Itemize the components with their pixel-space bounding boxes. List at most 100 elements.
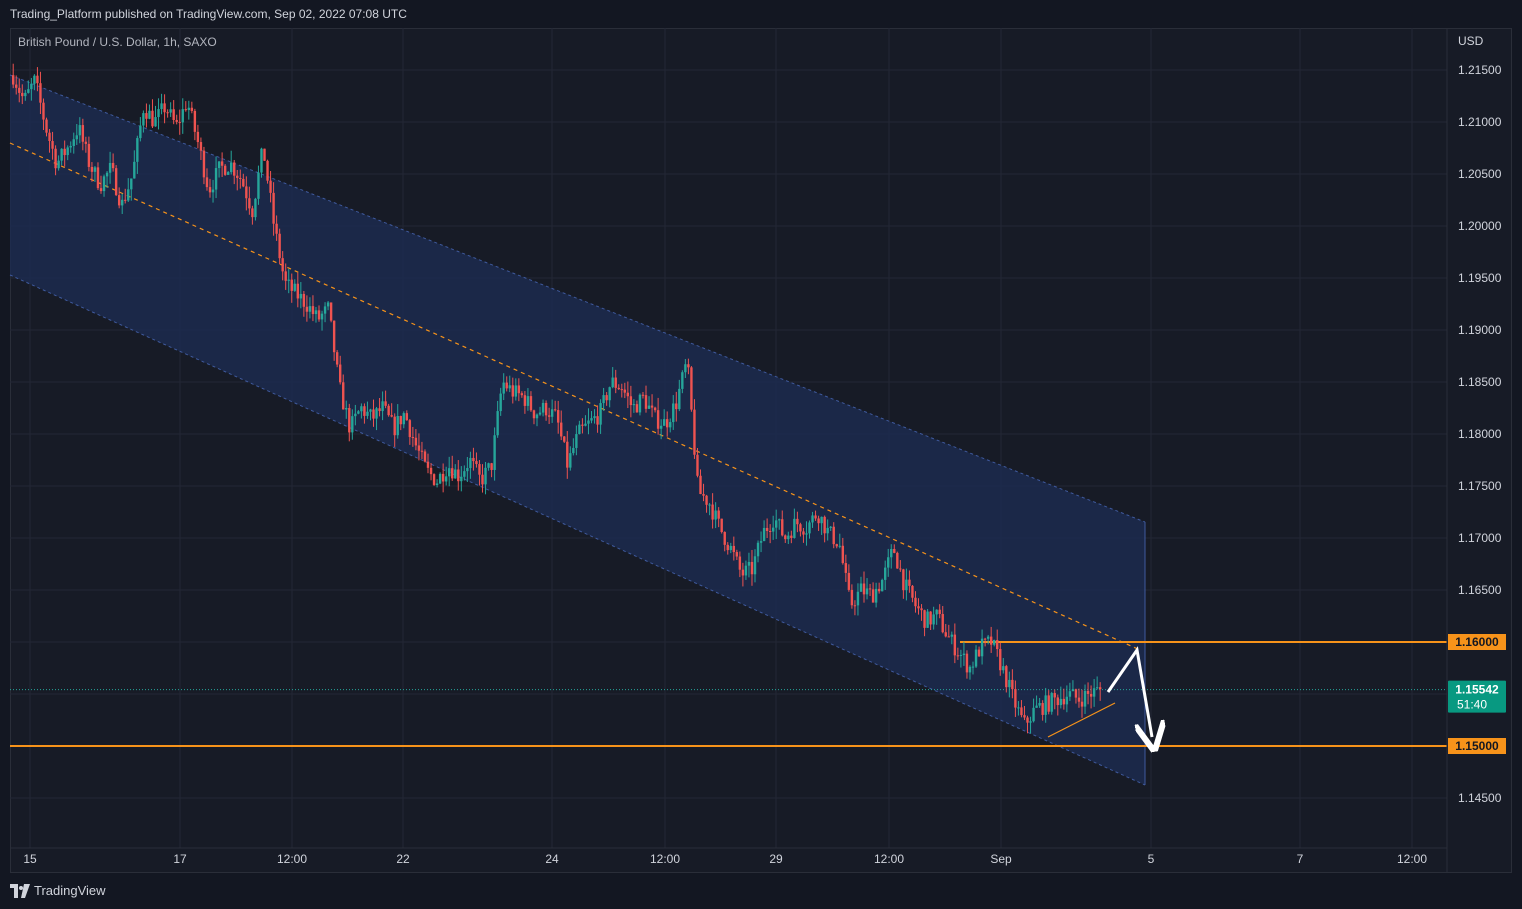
x-tick-label: 7 [1297,852,1304,866]
candle-body [381,401,384,412]
candle-body [835,544,838,547]
candle-body [463,471,466,477]
y-tick-label: 1.18000 [1458,427,1502,441]
candle-body [254,198,257,218]
candle-body [1077,697,1081,702]
candle-body [535,414,539,419]
tradingview-logo[interactable]: TradingView [10,883,106,898]
x-tick-label: 12:00 [650,852,680,866]
candle-body [560,422,563,437]
candle-body [117,195,121,206]
candle-body [351,416,354,433]
y-tick-label: 1.21500 [1458,63,1502,77]
candle-body [290,279,293,291]
candle-body [1092,688,1096,697]
candle-body [1047,695,1050,712]
candle-body [12,75,15,85]
candle-body [753,556,757,575]
candle-body [974,649,978,667]
candle-body [796,518,799,525]
candle-body [178,121,181,123]
candle-body [369,409,372,412]
candle-body [496,411,499,436]
candle-body [57,160,60,169]
candle-body [708,504,711,506]
candle-body [844,563,848,573]
candle-body [850,589,854,606]
candle-body [729,545,732,551]
candle-body [675,403,678,410]
candle-body [160,103,163,110]
candle-body [226,172,230,175]
candle-body [1080,701,1084,707]
time-axis[interactable]: 15 17 12:00 22 24 12:00 29 12:00 Sep 5 7 12:00 [10,847,1447,866]
published-bar: Trading_Platform published on TradingVie… [0,0,1522,28]
candle-body [36,75,39,84]
candle-body [1062,698,1066,705]
candle-body [793,518,796,538]
candle-body [196,131,200,143]
candle-body [784,535,787,540]
candle-body [550,409,554,417]
candle-body [566,441,569,468]
candle-body [114,168,118,196]
candle-body [411,437,415,439]
candle-body [911,585,914,598]
candle-body [405,413,409,421]
candle-body [242,178,245,187]
x-tick-label: 12:00 [874,852,904,866]
candle-body [805,533,808,535]
candle-body [647,405,651,409]
candle-body [202,150,206,178]
candle-body [820,516,823,524]
candle-body [650,405,654,408]
candle-body [547,415,551,417]
candle-body [75,135,78,140]
candle-body [956,655,960,657]
candle-body [678,388,681,410]
candle-body [429,467,433,475]
candle-body [124,199,127,201]
candle-body [175,120,178,122]
candle-body [1029,721,1032,723]
candle-body [360,406,363,412]
candle-body [690,367,693,410]
candle-body [281,258,284,272]
candle-body [1071,689,1075,692]
candle-body [629,396,633,406]
candle-body [417,445,421,451]
y-tick-label: 1.19500 [1458,271,1502,285]
candle-body [332,320,336,353]
channel-fill [10,75,1145,785]
candle-body [587,420,590,424]
candle-body [278,233,281,259]
candle-body [248,198,251,209]
candle-body [781,519,784,536]
candle-body [157,109,160,118]
tradingview-logo-icon [10,883,30,898]
candle-body [814,515,817,519]
candle-body [989,636,993,645]
candle-body [871,589,875,603]
candle-body [499,393,502,412]
candle-body [684,364,687,373]
candle-body [1086,690,1090,694]
candle-body [393,416,396,436]
candle-body [1050,693,1053,712]
candle-body [148,110,151,119]
candle-body [420,450,424,452]
candle-body [296,283,300,299]
candle-body [311,306,315,315]
candle-body [965,653,969,673]
candle-body [378,408,381,412]
candle-body [702,494,705,496]
candle-body [717,510,720,519]
candle-body [408,420,412,438]
x-tick-label: 5 [1148,852,1155,866]
candle-body [917,606,920,609]
channel-midline [9,142,1141,651]
candle-body [81,125,85,142]
candle-body [1098,687,1102,690]
